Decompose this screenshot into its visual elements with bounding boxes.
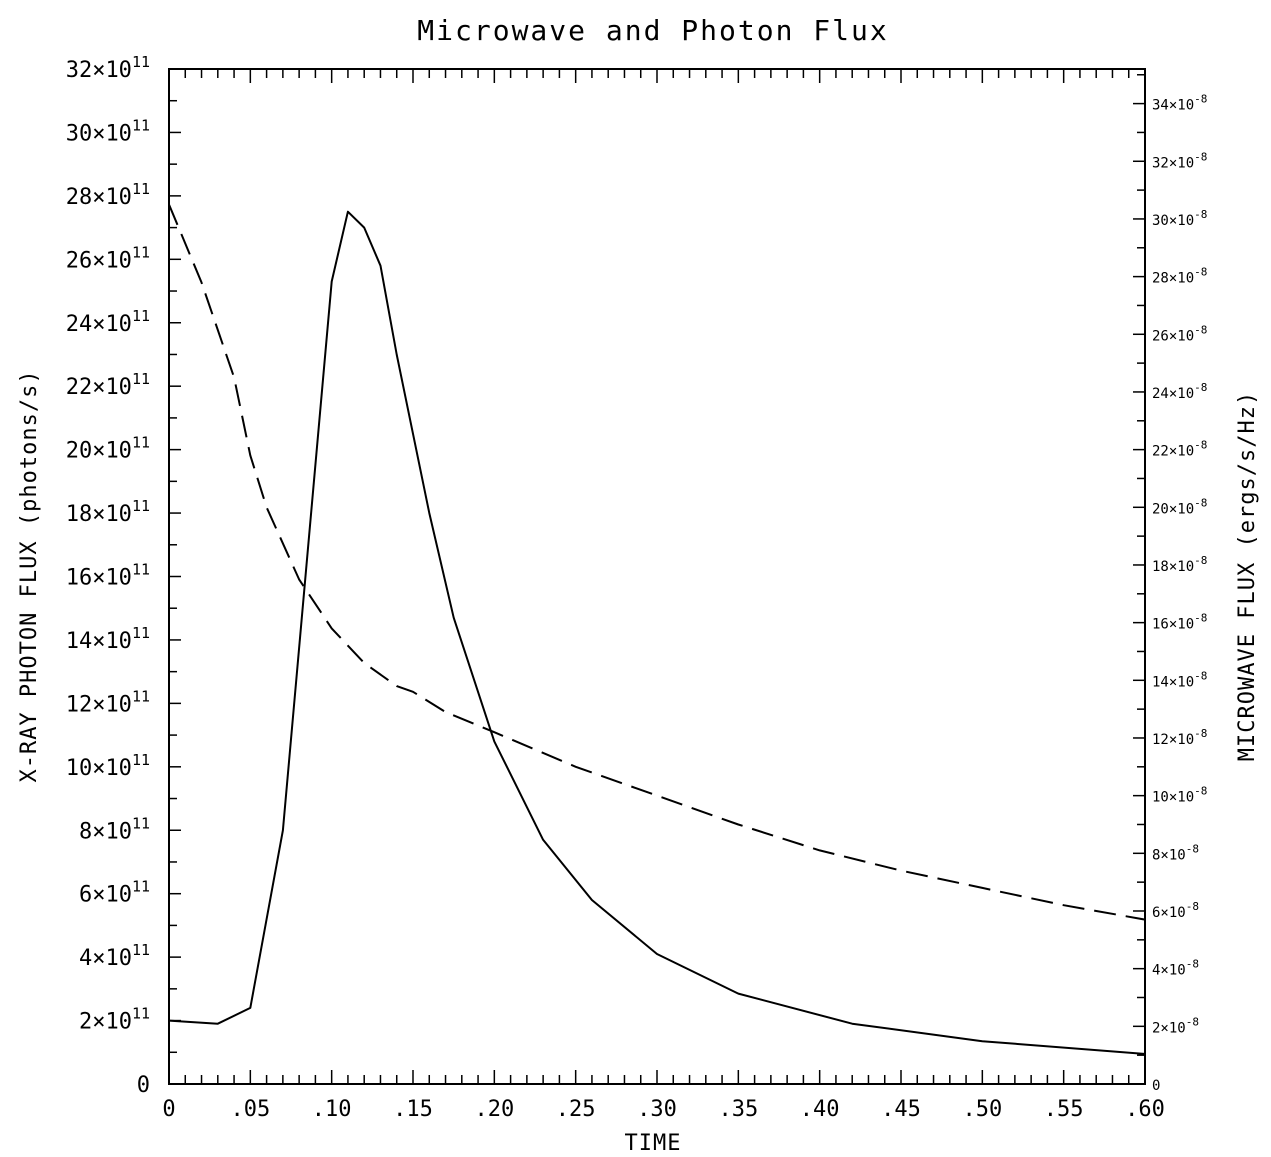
right-tick-label: 28×10-8 [1152, 266, 1207, 287]
left-tick-label: 14×1011 [66, 624, 150, 654]
left-tick-label: 0 [137, 1073, 150, 1098]
chart-title: Microwave and Photon Flux [417, 14, 888, 47]
left-tick-label: 4×1011 [79, 941, 150, 971]
right-tick-label: 8×10-8 [1152, 842, 1199, 863]
x-tick-label: .25 [556, 1097, 596, 1122]
x-tick-label: .45 [881, 1097, 921, 1122]
right-tick-label: 12×10-8 [1152, 727, 1207, 748]
left-tick-label: 12×1011 [66, 687, 150, 717]
x-tick-label: .10 [312, 1097, 352, 1122]
x-tick-labels: 0 .05 .10 .15 .20 .25 .30 .35 .40 .45 .50 .55 .60 [162, 1097, 1165, 1122]
minor-ticks [168, 68, 1146, 1085]
plot-frame [168, 68, 1146, 1085]
right-tick-label: 24×10-8 [1152, 381, 1207, 402]
x-tick-label: .35 [718, 1097, 758, 1122]
x-tick-label: .30 [637, 1097, 677, 1122]
left-tick-label: 6×1011 [79, 878, 150, 908]
x-tick-label: .55 [1044, 1097, 1084, 1122]
series-lines [168, 204, 1146, 1055]
x-tick-label: .40 [800, 1097, 840, 1122]
left-tick-label: 2×1011 [79, 1005, 150, 1035]
right-tick-label: 34×10-8 [1152, 93, 1207, 114]
left-tick-label: 24×1011 [66, 307, 150, 337]
x-tick-label: .50 [962, 1097, 1002, 1122]
right-tick-label: 14×10-8 [1152, 669, 1207, 690]
x-tick-label: .60 [1125, 1097, 1165, 1122]
left-tick-label: 30×1011 [66, 116, 150, 146]
left-tick-label: 10×1011 [66, 751, 150, 781]
left-tick-labels: 0 2×1011 4×1011 6×1011 8×1011 10×1011 12×1011 1… [66, 53, 150, 1098]
y-axis-left-label: X-RAY PHOTON FLUX (photons/s) [17, 369, 42, 782]
right-tick-label: 0 [1152, 1078, 1160, 1094]
right-tick-label: 10×10-8 [1152, 785, 1207, 806]
left-tick-label: 26×1011 [66, 243, 150, 273]
right-tick-label: 26×10-8 [1152, 323, 1207, 344]
right-tick-label: 2×10-8 [1152, 1015, 1199, 1036]
xray-photon-flux-line [168, 210, 1146, 1055]
left-tick-label: 18×1011 [66, 497, 150, 527]
right-tick-labels: 0 2×10-8 4×10-8 6×10-8 8×10-8 10×10-8 12×10-8 1… [1152, 93, 1207, 1094]
y-axis-right-label: MICROWAVE FLUX (ergs/s/Hz) [1235, 391, 1260, 761]
right-tick-label: 22×10-8 [1152, 439, 1207, 460]
x-tick-label: .20 [474, 1097, 514, 1122]
right-tick-label: 4×10-8 [1152, 958, 1199, 979]
left-tick-label: 22×1011 [66, 370, 150, 400]
right-tick-label: 16×10-8 [1152, 612, 1207, 633]
microwave-flux-line [168, 204, 1146, 921]
left-tick-label: 32×1011 [66, 53, 150, 83]
left-tick-label: 28×1011 [66, 180, 150, 210]
right-tick-label: 6×10-8 [1152, 900, 1199, 921]
right-tick-label: 32×10-8 [1152, 150, 1207, 171]
x-axis-label: TIME [625, 1131, 682, 1156]
right-tick-label: 18×10-8 [1152, 554, 1207, 575]
x-tick-label: .05 [230, 1097, 270, 1122]
right-tick-label: 20×10-8 [1152, 496, 1207, 517]
left-tick-label: 20×1011 [66, 434, 150, 464]
left-tick-label: 8×1011 [79, 814, 150, 844]
right-tick-label: 30×10-8 [1152, 208, 1207, 229]
left-tick-label: 16×1011 [66, 561, 150, 591]
x-tick-label: 0 [162, 1097, 175, 1122]
x-tick-label: .15 [393, 1097, 433, 1122]
